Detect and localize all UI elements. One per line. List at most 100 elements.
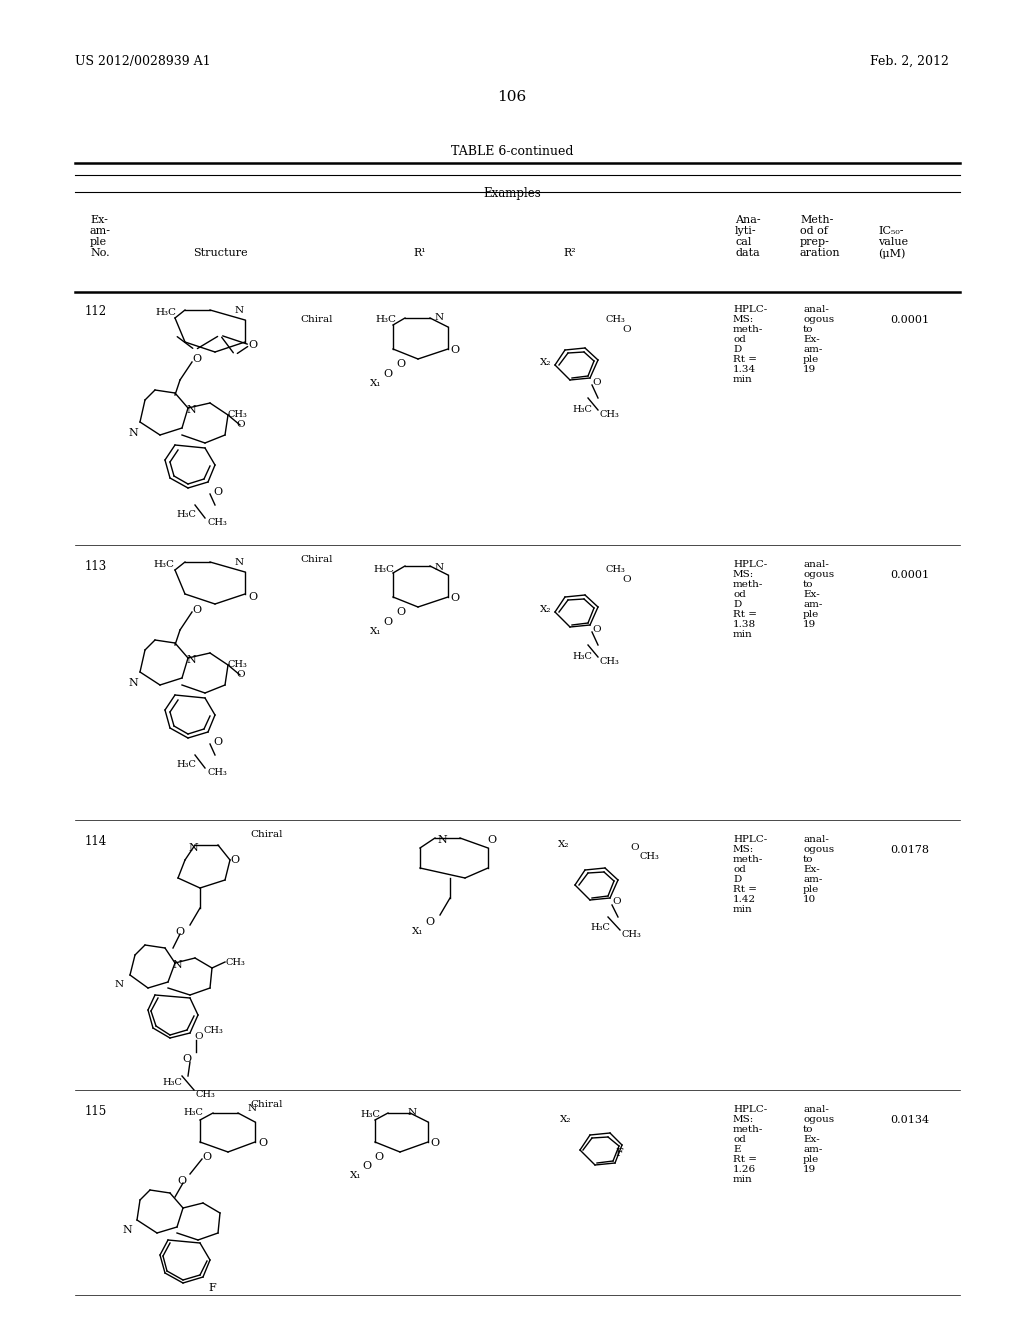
Text: N: N bbox=[128, 428, 138, 438]
Text: Ex-: Ex- bbox=[803, 590, 820, 599]
Text: Feb. 2, 2012: Feb. 2, 2012 bbox=[870, 55, 949, 69]
Text: am-: am- bbox=[803, 601, 822, 609]
Text: Structure: Structure bbox=[193, 248, 248, 257]
Text: O: O bbox=[362, 1162, 371, 1171]
Text: od: od bbox=[733, 335, 745, 345]
Text: Rt =: Rt = bbox=[733, 355, 757, 364]
Text: aration: aration bbox=[800, 248, 841, 257]
Text: CH₃: CH₃ bbox=[606, 565, 626, 574]
Text: ple: ple bbox=[803, 1155, 819, 1164]
Text: N: N bbox=[234, 306, 244, 315]
Text: 106: 106 bbox=[498, 90, 526, 104]
Text: ple: ple bbox=[803, 610, 819, 619]
Text: anal-: anal- bbox=[803, 1105, 828, 1114]
Text: O: O bbox=[248, 591, 257, 602]
Text: 114: 114 bbox=[85, 836, 108, 847]
Text: Chiral: Chiral bbox=[250, 830, 283, 840]
Text: od: od bbox=[733, 1135, 745, 1144]
Text: F: F bbox=[615, 1148, 623, 1158]
Text: Ana-: Ana- bbox=[735, 215, 761, 224]
Text: O: O bbox=[396, 607, 406, 616]
Text: cal: cal bbox=[735, 238, 752, 247]
Text: value: value bbox=[878, 238, 908, 247]
Text: H₃C: H₃C bbox=[176, 760, 196, 770]
Text: O: O bbox=[193, 354, 201, 364]
Text: X₂: X₂ bbox=[560, 1115, 571, 1125]
Text: to: to bbox=[803, 579, 813, 589]
Text: 1.34: 1.34 bbox=[733, 366, 756, 374]
Text: X₁: X₁ bbox=[370, 379, 382, 388]
Text: CH₃: CH₃ bbox=[207, 517, 227, 527]
Text: od of: od of bbox=[800, 226, 827, 236]
Text: X₂: X₂ bbox=[558, 840, 569, 849]
Text: am-: am- bbox=[803, 1144, 822, 1154]
Text: Ex-: Ex- bbox=[803, 1135, 820, 1144]
Text: O: O bbox=[592, 624, 601, 634]
Text: N: N bbox=[186, 405, 196, 414]
Text: X₂: X₂ bbox=[540, 605, 552, 614]
Text: am-: am- bbox=[803, 345, 822, 354]
Text: R¹: R¹ bbox=[414, 248, 426, 257]
Text: N: N bbox=[128, 678, 138, 688]
Text: O: O bbox=[177, 1176, 186, 1185]
Text: ogous: ogous bbox=[803, 845, 835, 854]
Text: O: O bbox=[425, 917, 434, 927]
Text: meth-: meth- bbox=[733, 1125, 763, 1134]
Text: CH₃: CH₃ bbox=[207, 768, 227, 777]
Text: N: N bbox=[186, 655, 196, 665]
Text: R²: R² bbox=[563, 248, 577, 257]
Text: am-: am- bbox=[90, 226, 111, 236]
Text: to: to bbox=[803, 1125, 813, 1134]
Text: anal-: anal- bbox=[803, 560, 828, 569]
Text: Examples: Examples bbox=[483, 187, 541, 201]
Text: O: O bbox=[374, 1152, 383, 1162]
Text: Chiral: Chiral bbox=[300, 554, 333, 564]
Text: E: E bbox=[733, 1144, 740, 1154]
Text: O: O bbox=[182, 1053, 191, 1064]
Text: O: O bbox=[487, 836, 496, 845]
Text: O: O bbox=[213, 737, 222, 747]
Text: ple: ple bbox=[803, 884, 819, 894]
Text: O: O bbox=[213, 487, 222, 498]
Text: to: to bbox=[803, 325, 813, 334]
Text: X₁: X₁ bbox=[350, 1171, 361, 1180]
Text: data: data bbox=[735, 248, 760, 257]
Text: 1.42: 1.42 bbox=[733, 895, 756, 904]
Text: ogous: ogous bbox=[803, 570, 835, 579]
Text: N: N bbox=[437, 836, 446, 845]
Text: O: O bbox=[383, 370, 392, 379]
Text: O: O bbox=[383, 616, 392, 627]
Text: O: O bbox=[450, 593, 459, 603]
Text: 19: 19 bbox=[803, 620, 816, 630]
Text: D: D bbox=[733, 345, 741, 354]
Text: Rt =: Rt = bbox=[733, 1155, 757, 1164]
Text: H₃C: H₃C bbox=[176, 510, 196, 519]
Text: 112: 112 bbox=[85, 305, 108, 318]
Text: N: N bbox=[234, 558, 244, 568]
Text: 0.0178: 0.0178 bbox=[890, 845, 929, 855]
Text: ple: ple bbox=[90, 238, 108, 247]
Text: O: O bbox=[175, 927, 184, 937]
Text: H₃C: H₃C bbox=[572, 405, 592, 414]
Text: Ex-: Ex- bbox=[803, 335, 820, 345]
Text: 0.0134: 0.0134 bbox=[890, 1115, 929, 1125]
Text: O: O bbox=[396, 359, 406, 370]
Text: min: min bbox=[733, 630, 753, 639]
Text: HPLC-: HPLC- bbox=[733, 305, 767, 314]
Text: Ex-: Ex- bbox=[803, 865, 820, 874]
Text: 1.38: 1.38 bbox=[733, 620, 756, 630]
Text: CH₃: CH₃ bbox=[228, 660, 248, 669]
Text: CH₃: CH₃ bbox=[606, 315, 626, 323]
Text: O: O bbox=[202, 1152, 211, 1162]
Text: MS:: MS: bbox=[733, 570, 755, 579]
Text: US 2012/0028939 A1: US 2012/0028939 A1 bbox=[75, 55, 211, 69]
Text: min: min bbox=[733, 375, 753, 384]
Text: 113: 113 bbox=[85, 560, 108, 573]
Text: F: F bbox=[208, 1283, 216, 1294]
Text: am-: am- bbox=[803, 875, 822, 884]
Text: H₃C: H₃C bbox=[153, 560, 174, 569]
Text: N: N bbox=[408, 1107, 417, 1117]
Text: H₃C: H₃C bbox=[360, 1110, 380, 1119]
Text: O: O bbox=[236, 420, 245, 429]
Text: HPLC-: HPLC- bbox=[733, 560, 767, 569]
